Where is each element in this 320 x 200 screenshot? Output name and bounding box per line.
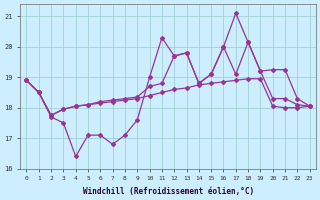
X-axis label: Windchill (Refroidissement éolien,°C): Windchill (Refroidissement éolien,°C) <box>83 187 254 196</box>
